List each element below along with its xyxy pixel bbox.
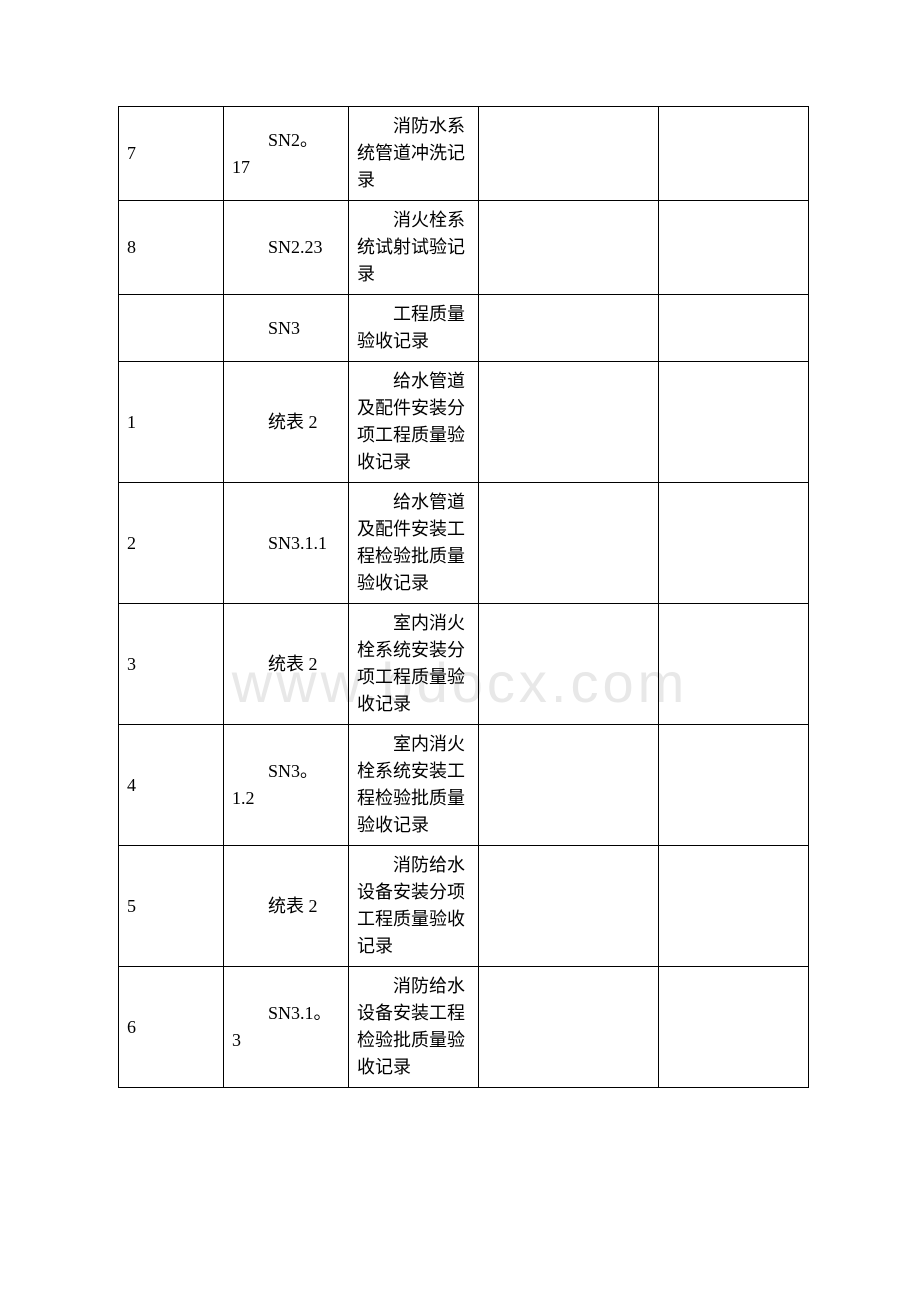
- cell-empty: [479, 295, 659, 362]
- cell-empty: [479, 362, 659, 483]
- cell-code: 统表 2: [224, 362, 349, 483]
- cell-desc: 消防水系统管道冲洗记录: [349, 107, 479, 201]
- cell-empty: [659, 107, 809, 201]
- table-row: SN3 工程质量验收记录: [119, 295, 809, 362]
- cell-code-line2: 1.2: [232, 788, 255, 808]
- cell-code-line1: SN3.1。: [232, 1003, 332, 1023]
- cell-desc: 消火栓系统试射试验记录: [349, 201, 479, 295]
- table-row: 7 SN2。 17 消防水系统管道冲洗记录: [119, 107, 809, 201]
- cell-index: 3: [119, 604, 224, 725]
- cell-index: 7: [119, 107, 224, 201]
- cell-code: SN3。 1.2: [224, 725, 349, 846]
- cell-code-line2: 17: [232, 157, 250, 177]
- document-table: 7 SN2。 17 消防水系统管道冲洗记录 8 SN2.23 消火栓系统试射试验记…: [118, 106, 809, 1088]
- cell-empty: [659, 295, 809, 362]
- cell-code: 统表 2: [224, 604, 349, 725]
- cell-desc: 工程质量验收记录: [349, 295, 479, 362]
- document-table-container: 7 SN2。 17 消防水系统管道冲洗记录 8 SN2.23 消火栓系统试射试验记…: [118, 106, 808, 1088]
- cell-empty: [659, 604, 809, 725]
- table-row: 8 SN2.23 消火栓系统试射试验记录: [119, 201, 809, 295]
- table-row: 1 统表 2 给水管道及配件安装分项工程质量验收记录: [119, 362, 809, 483]
- table-row: 3 统表 2 室内消火栓系统安装分项工程质量验收记录: [119, 604, 809, 725]
- cell-empty: [659, 725, 809, 846]
- cell-empty: [659, 483, 809, 604]
- cell-index: 4: [119, 725, 224, 846]
- cell-code: SN3.1。 3: [224, 967, 349, 1088]
- cell-code: SN2.23: [224, 201, 349, 295]
- cell-empty: [659, 201, 809, 295]
- cell-empty: [479, 846, 659, 967]
- table-row: 5 统表 2 消防给水设备安装分项工程质量验收记录: [119, 846, 809, 967]
- cell-code-line2: 3: [232, 1030, 241, 1050]
- table-row: 4 SN3。 1.2 室内消火栓系统安装工程检验批质量验收记录: [119, 725, 809, 846]
- cell-code: SN3.1.1: [224, 483, 349, 604]
- cell-index: [119, 295, 224, 362]
- table-row: 6 SN3.1。 3 消防给水设备安装工程检验批质量验收记录: [119, 967, 809, 1088]
- cell-code: SN3: [224, 295, 349, 362]
- cell-desc: 消防给水设备安装分项工程质量验收记录: [349, 846, 479, 967]
- table-row: 2 SN3.1.1 给水管道及配件安装工程检验批质量验收记录: [119, 483, 809, 604]
- cell-code: 统表 2: [224, 846, 349, 967]
- cell-empty: [479, 604, 659, 725]
- cell-empty: [479, 107, 659, 201]
- cell-index: 8: [119, 201, 224, 295]
- cell-desc: 消防给水设备安装工程检验批质量验收记录: [349, 967, 479, 1088]
- cell-empty: [479, 483, 659, 604]
- cell-index: 2: [119, 483, 224, 604]
- cell-empty: [659, 967, 809, 1088]
- cell-desc: 室内消火栓系统安装分项工程质量验收记录: [349, 604, 479, 725]
- cell-desc: 给水管道及配件安装工程检验批质量验收记录: [349, 483, 479, 604]
- cell-desc: 室内消火栓系统安装工程检验批质量验收记录: [349, 725, 479, 846]
- cell-empty: [479, 725, 659, 846]
- cell-empty: [659, 846, 809, 967]
- cell-index: 6: [119, 967, 224, 1088]
- cell-code: SN2。 17: [224, 107, 349, 201]
- cell-index: 5: [119, 846, 224, 967]
- cell-desc: 给水管道及配件安装分项工程质量验收记录: [349, 362, 479, 483]
- cell-code-line1: SN2。: [232, 130, 318, 150]
- cell-empty: [479, 967, 659, 1088]
- cell-index: 1: [119, 362, 224, 483]
- cell-empty: [479, 201, 659, 295]
- cell-code-line1: SN3。: [232, 761, 318, 781]
- cell-empty: [659, 362, 809, 483]
